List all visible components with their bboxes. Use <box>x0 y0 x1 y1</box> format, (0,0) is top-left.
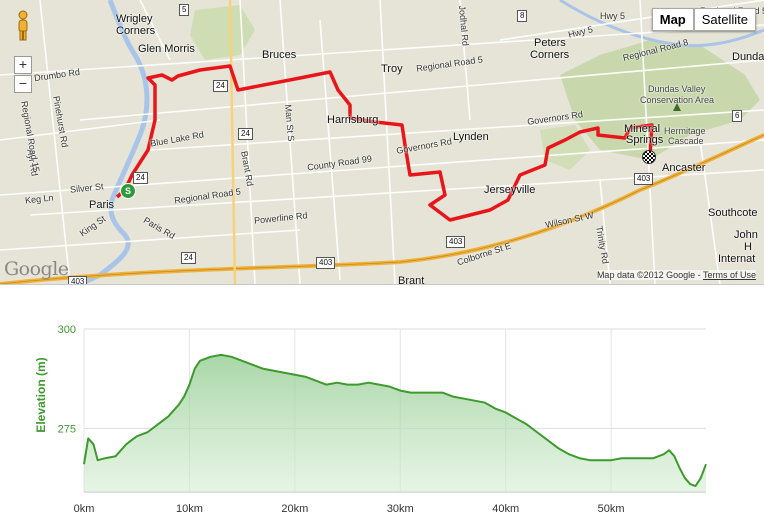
street-view-pegman-icon[interactable] <box>13 10 33 42</box>
place-label: H <box>744 241 752 253</box>
place-label: Paris <box>89 199 114 211</box>
place-label: Jerseyville <box>484 184 535 196</box>
place-label: Glen Morris <box>138 43 195 55</box>
x-tick-label: 40km <box>492 503 519 515</box>
y-tick-label: 275 <box>58 423 76 435</box>
place-label: Wrigley <box>116 13 152 25</box>
highway-shield: 403 <box>316 257 335 269</box>
place-label: Harrisburg <box>327 114 378 126</box>
zoom-in-button[interactable]: + <box>14 56 32 74</box>
highway-shield: 6 <box>732 110 742 122</box>
highway-shield: 24 <box>238 128 253 140</box>
terms-of-use-link[interactable]: Terms of Use <box>703 270 756 280</box>
x-tick-label: 30km <box>387 503 414 515</box>
place-label: Ancaster <box>662 162 705 174</box>
place-label: Troy <box>381 63 403 75</box>
x-tick-label: 10km <box>176 503 203 515</box>
place-label: Peters <box>534 37 566 49</box>
highway-shield: 8 <box>517 10 527 22</box>
highway-shield: 403 <box>446 236 465 248</box>
map-type-map-button[interactable]: Map <box>652 8 694 31</box>
x-tick-label: 50km <box>598 503 625 515</box>
y-axis-label: Elevation (m) <box>34 357 48 432</box>
highway-shield: 403 <box>68 276 87 285</box>
finish-flag-icon[interactable] <box>642 150 656 164</box>
place-label: Dundas <box>732 51 764 63</box>
place-label: John <box>734 229 758 241</box>
highway-shield: 5 <box>179 4 189 16</box>
place-label: Corners <box>116 25 155 37</box>
route-map[interactable]: S Wrigley Corners Glen Morris Bruces Tro… <box>0 0 764 285</box>
elevation-chart[interactable]: 0km 10km 20km 30km 40km 50km 300 275 Elevation… <box>0 285 764 525</box>
road-label: Hwy 5 <box>600 10 625 22</box>
place-label: Southcote <box>708 207 758 219</box>
map-type-satellite-button[interactable]: Satellite <box>694 8 756 31</box>
x-tick-label: 0km <box>74 503 95 515</box>
elevation-area <box>84 355 706 492</box>
elevation-chart-svg: 0km 10km 20km 30km 40km 50km 300 275 Elevation… <box>0 285 764 525</box>
place-label: Lynden <box>453 131 489 143</box>
highway-shield: 403 <box>634 173 653 185</box>
zoom-out-button[interactable]: − <box>14 75 32 93</box>
highway-shield: 24 <box>213 80 228 92</box>
zoom-control: + − <box>14 56 32 94</box>
highway-shield: 24 <box>133 172 148 184</box>
place-label: Brant <box>398 275 424 285</box>
start-marker-icon[interactable]: S <box>120 183 136 199</box>
attribution-text: Map data ©2012 Google - <box>597 270 701 280</box>
place-label: Corners <box>530 49 569 61</box>
x-tick-label: 20km <box>281 503 308 515</box>
highway-shield: 24 <box>181 252 196 264</box>
place-label: Bruces <box>262 49 296 61</box>
place-label: Cascade <box>668 135 704 147</box>
y-tick-label: 300 <box>58 324 76 336</box>
park-tree-icon <box>673 103 681 111</box>
map-type-control: Map Satellite <box>652 8 756 31</box>
google-logo[interactable]: Google <box>4 258 69 280</box>
place-label: Internat <box>718 253 755 265</box>
map-attribution: Map data ©2012 Google - Terms of Use <box>597 270 756 280</box>
place-label: Springs <box>626 134 663 146</box>
